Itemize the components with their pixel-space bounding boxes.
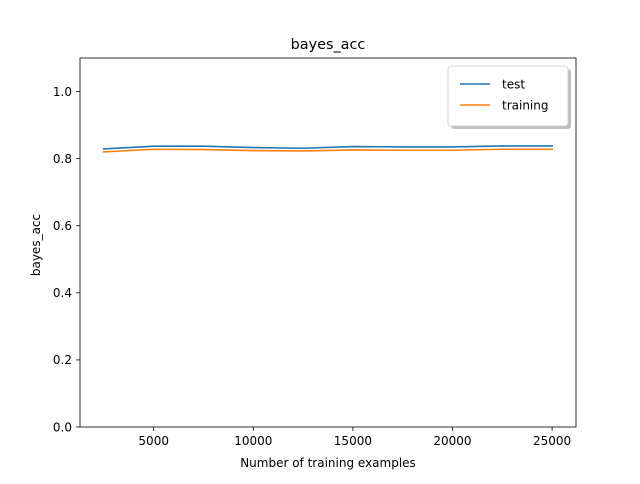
series-0 bbox=[103, 145, 553, 150]
x-tick-label: 25000 bbox=[533, 434, 571, 448]
y-axis: 0.0 0.2 0.4 0.6 0.8 1.0 bbox=[53, 85, 80, 434]
data-point bbox=[551, 148, 553, 151]
data-point bbox=[451, 149, 454, 152]
data-point bbox=[202, 148, 205, 151]
x-tick-label: 5000 bbox=[138, 434, 169, 448]
chart-title: bayes_acc bbox=[291, 37, 366, 53]
plot-frame bbox=[79, 57, 577, 428]
data-point bbox=[501, 145, 504, 147]
y-tick-label: 0.4 bbox=[53, 286, 72, 300]
series-layer bbox=[103, 145, 553, 153]
series-line bbox=[103, 148, 553, 153]
data-point bbox=[352, 149, 354, 151]
data-point bbox=[152, 148, 155, 151]
x-tick-label: 20000 bbox=[433, 434, 471, 448]
legend-box bbox=[447, 65, 569, 127]
y-axis-label: bayes_acc bbox=[29, 214, 43, 276]
data-point bbox=[252, 146, 255, 149]
data-point bbox=[501, 148, 504, 151]
y-tick-label: 0.8 bbox=[53, 152, 72, 166]
y-tick-label: 1.0 bbox=[53, 85, 72, 99]
data-point bbox=[152, 145, 155, 148]
data-point bbox=[352, 145, 354, 148]
data-point bbox=[252, 149, 255, 152]
series-line bbox=[103, 145, 553, 150]
data-point bbox=[302, 150, 304, 152]
legend-label: test bbox=[502, 77, 525, 91]
x-axis: 5000 10000 15000 20000 25000 bbox=[138, 427, 571, 448]
y-tick-label: 0.6 bbox=[53, 219, 72, 233]
x-axis-label: Number of training examples bbox=[240, 456, 416, 470]
legend: test training bbox=[447, 65, 571, 129]
series-1 bbox=[103, 148, 553, 153]
y-tick-label: 0.2 bbox=[53, 353, 72, 367]
data-point bbox=[103, 151, 105, 153]
data-point bbox=[401, 149, 404, 152]
legend-label: training bbox=[502, 98, 549, 112]
data-point bbox=[551, 145, 553, 147]
x-tick-label: 15000 bbox=[334, 434, 372, 448]
legend-item: test bbox=[460, 77, 525, 91]
data-point bbox=[401, 146, 404, 148]
data-point bbox=[202, 145, 205, 148]
x-tick-label: 10000 bbox=[234, 434, 272, 448]
y-tick-label: 0.0 bbox=[53, 420, 72, 434]
data-point bbox=[103, 148, 105, 150]
legend-item: training bbox=[460, 98, 549, 112]
data-point bbox=[451, 146, 454, 148]
data-point bbox=[302, 147, 304, 150]
